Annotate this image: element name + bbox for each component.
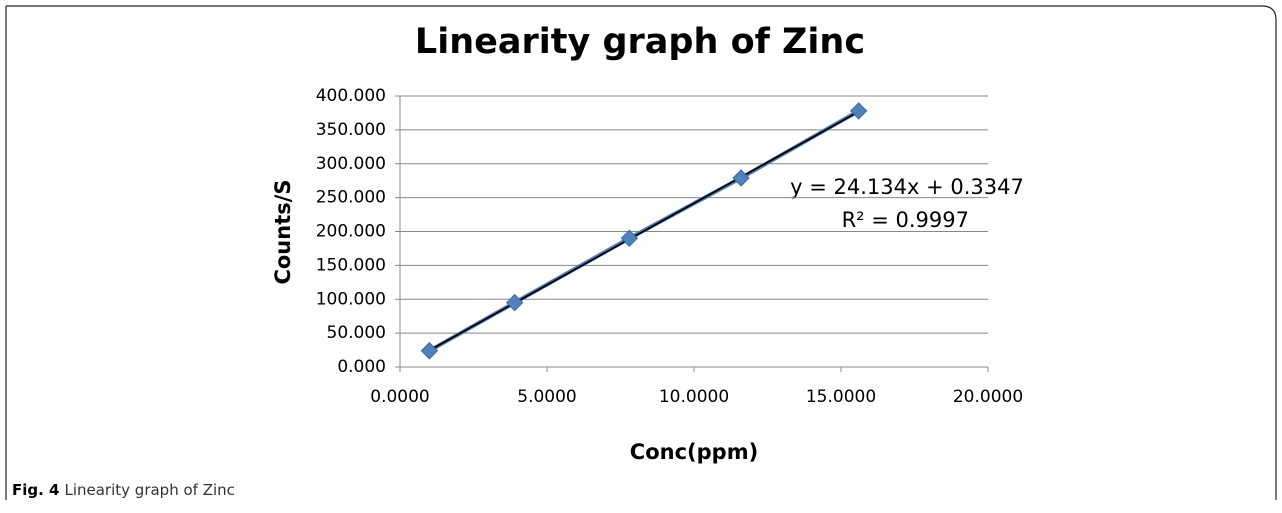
r-squared: R² = 0.9997: [842, 208, 969, 232]
y-tick-label: 400.000: [316, 86, 386, 106]
y-tick-label: 150.000: [316, 255, 386, 275]
y-tick-label: 300.000: [316, 154, 386, 174]
y-axis-label: Counts/S: [271, 179, 295, 284]
y-tick-label: 0.000: [337, 357, 386, 377]
y-tick-label: 200.000: [316, 222, 386, 242]
data-point: [620, 229, 639, 247]
chart-title: Linearity graph of Zinc: [415, 22, 865, 62]
x-tick-label: 5.0000: [517, 387, 576, 407]
data-point: [732, 169, 750, 187]
data-point: [849, 102, 868, 120]
caption-text: Linearity graph of Zinc: [64, 481, 234, 499]
y-tick-label: 250.000: [316, 188, 386, 208]
frame: [6, 5, 1277, 500]
caption-label: Fig. 4: [12, 481, 59, 499]
y-tick-label: 350.000: [316, 120, 386, 140]
x-tick-label: 20.0000: [953, 387, 1023, 407]
y-tick-label: 100.000: [316, 289, 386, 309]
equation: y = 24.134x + 0.3347: [790, 175, 1024, 199]
data-point: [505, 293, 524, 312]
y-tick-label: 50.000: [327, 323, 386, 343]
trendline: [428, 110, 860, 352]
x-tick-label: 10.0000: [659, 387, 729, 407]
data-point: [420, 342, 439, 360]
caption: Fig. 4 Linearity graph of Zinc: [12, 481, 235, 499]
x-tick-label: 15.0000: [806, 387, 876, 407]
x-tick-label: 0.0000: [370, 387, 429, 407]
x-axis-label: Conc(ppm): [630, 440, 758, 464]
